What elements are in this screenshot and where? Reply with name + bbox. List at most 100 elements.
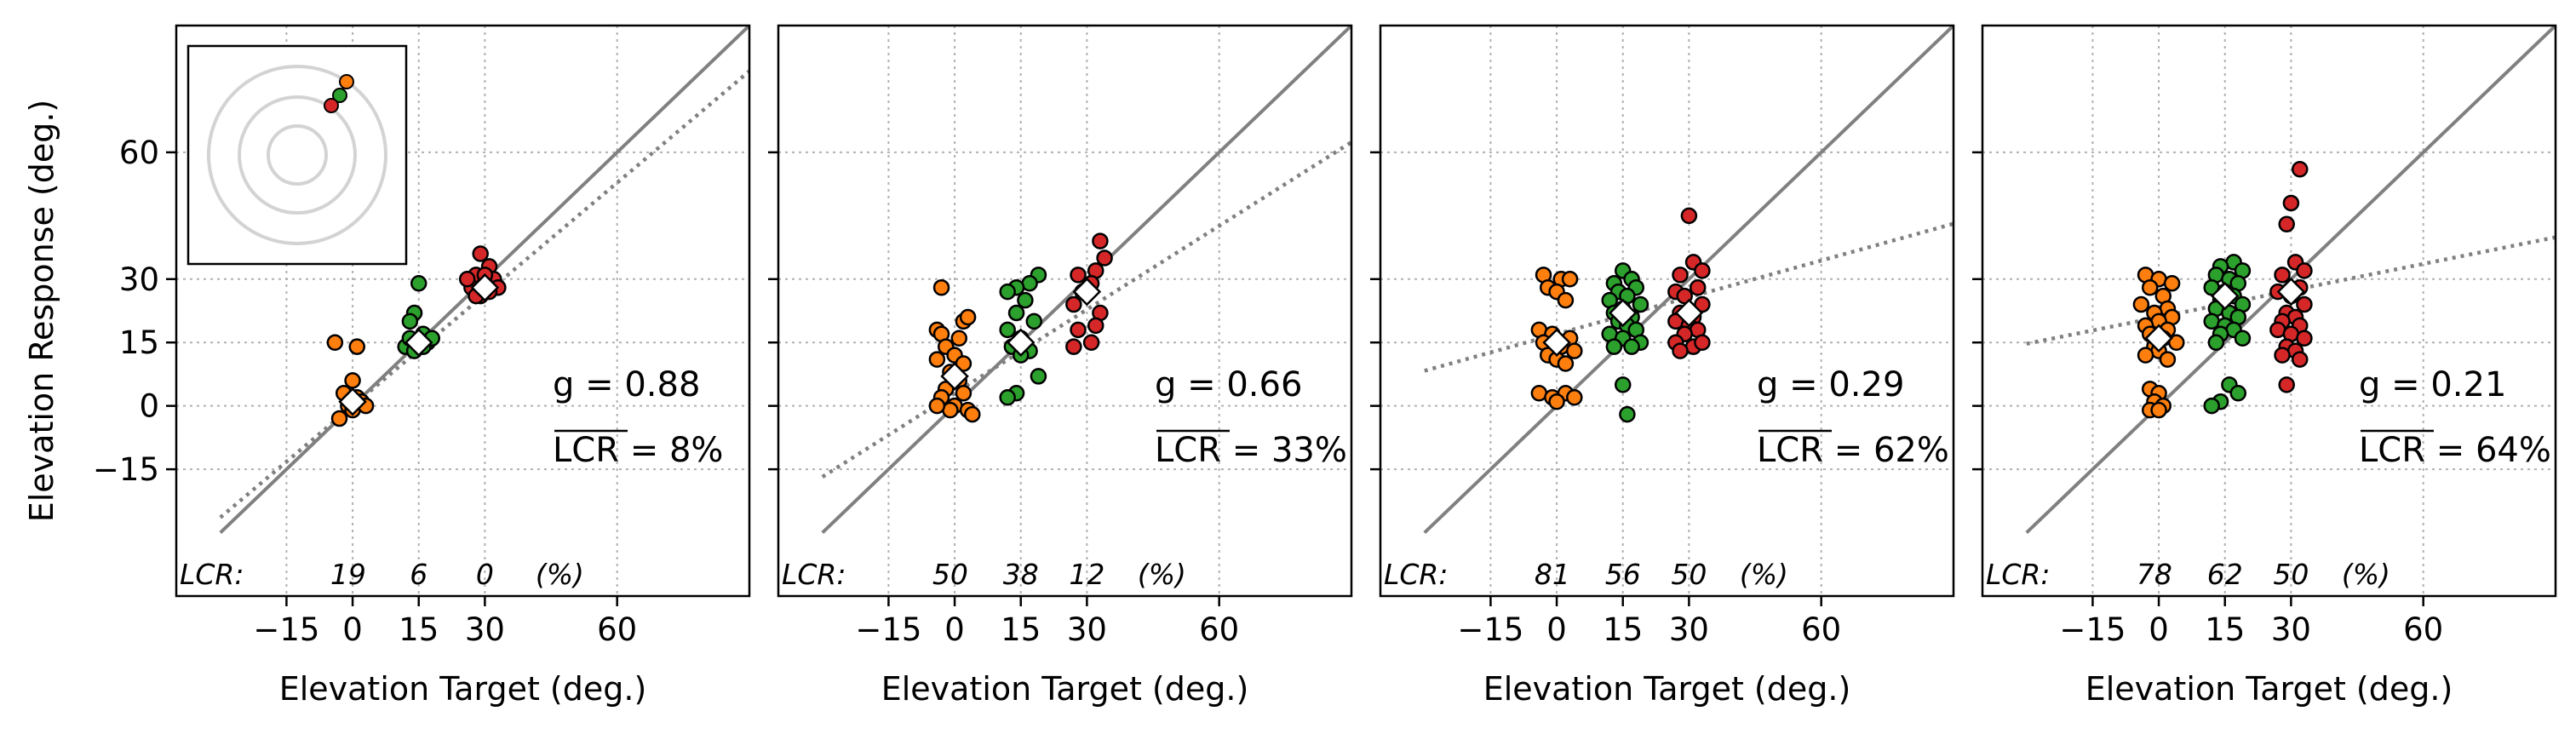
data-point (401, 313, 419, 330)
data-point (1007, 304, 1025, 322)
x-tick-label: 30 (2271, 611, 2311, 648)
axes-frame (1981, 24, 2557, 598)
data-point (950, 330, 968, 347)
data-point (1557, 355, 1575, 372)
axes-frame (1379, 24, 1955, 598)
inset-point (339, 74, 354, 89)
x-axis-label: Elevation Target (deg.) (1483, 670, 1851, 708)
data-point (1566, 388, 1583, 406)
mean-lcr-label: LCR = 62% (1757, 431, 1949, 470)
gain-label: g = 0.21 (2359, 365, 2506, 404)
data-point (2291, 160, 2309, 178)
lcr-value: 50 (2273, 558, 2309, 591)
lcr-value: 50 (1671, 558, 1707, 591)
data-point (1070, 267, 1087, 284)
mean-marker (1006, 328, 1036, 357)
data-point (959, 308, 977, 326)
data-point (1025, 313, 1043, 330)
data-point (1619, 405, 1636, 423)
plot-area (2025, 26, 2556, 534)
data-point (955, 385, 972, 402)
x-tick-label: −15 (2059, 611, 2126, 648)
mean-marker (338, 387, 367, 416)
x-tick-label: 60 (1199, 611, 1239, 648)
x-tick-label: 15 (1603, 611, 1643, 648)
x-tick-label: 15 (2205, 611, 2245, 648)
data-point (458, 271, 476, 288)
x-axis-label: Elevation Target (deg.) (2085, 670, 2453, 708)
data-point (2278, 215, 2295, 233)
data-point (1623, 338, 1640, 355)
lcr-unit: (%) (1740, 558, 1788, 591)
panel-4: −15 0 15 30 60 Elevation Target (deg.) LCR: 78 6… (1972, 24, 2557, 708)
x-tick-label: −15 (855, 611, 921, 648)
data-point (472, 245, 489, 262)
lcr-prefix: LCR: (1986, 558, 2050, 591)
data-point (1030, 368, 1047, 385)
data-point (2141, 278, 2159, 296)
x-tick-label: 60 (597, 611, 637, 648)
data-point (2137, 347, 2154, 364)
y-tick-label: 30 (119, 261, 159, 298)
mean-marker (940, 362, 969, 391)
data-point (1017, 291, 1034, 309)
data-point (330, 410, 348, 427)
inset-point (324, 98, 339, 113)
plot-area (821, 26, 1351, 534)
data-point (344, 372, 361, 389)
data-point (1614, 376, 1632, 393)
lcr-value: 19 (330, 558, 366, 591)
data-point (1632, 295, 1649, 313)
lcr-unit: (%) (536, 558, 584, 591)
data-point (1680, 207, 1698, 225)
data-point (999, 283, 1016, 301)
lcr-value: 62 (2207, 558, 2243, 591)
data-point (2274, 267, 2291, 284)
data-point (999, 388, 1016, 406)
lcr-value: 0 (476, 558, 494, 591)
mean-marker (1542, 328, 1571, 357)
lcr-unit: (%) (1138, 558, 1186, 591)
data-point (1672, 267, 1689, 284)
mean-marker (404, 328, 433, 357)
data-point (2296, 262, 2313, 279)
data-point (1694, 295, 1711, 313)
lcr-prefix: LCR: (1384, 558, 1448, 591)
x-tick-label: 15 (1001, 611, 1041, 648)
data-point (2274, 347, 2291, 364)
data-point (1561, 271, 1579, 288)
data-point (1065, 338, 1082, 355)
mean-marker (1674, 298, 1704, 328)
x-tick-label: 30 (1067, 611, 1107, 648)
lcr-prefix: LCR: (782, 558, 846, 591)
x-tick-label: 0 (1546, 611, 1567, 648)
gain-label: g = 0.66 (1155, 365, 1302, 404)
data-point (1694, 262, 1711, 279)
lcr-value: 50 (932, 558, 968, 591)
data-point (348, 338, 366, 355)
x-tick-label: 60 (2403, 611, 2443, 648)
data-point (1672, 342, 1689, 359)
axes-frame (175, 24, 751, 598)
identity-line (1423, 26, 1954, 534)
x-tick-label: −15 (1457, 611, 1523, 648)
data-point (1082, 334, 1100, 351)
data-point (1689, 278, 1707, 296)
plot-area (219, 26, 749, 534)
y-axis-label: Elevation Response (deg.) (23, 100, 60, 523)
data-point (2207, 334, 2225, 351)
data-point (1605, 338, 1623, 355)
data-point (326, 334, 344, 351)
x-axis-label: Elevation Target (deg.) (881, 670, 1249, 708)
data-point (1566, 342, 1583, 359)
mean-marker (1072, 277, 1102, 307)
x-tick-label: 15 (399, 611, 439, 648)
lcr-value: 38 (1003, 558, 1039, 591)
data-point (2234, 330, 2252, 347)
lcr-unit: (%) (2342, 558, 2390, 591)
x-tick-label: 0 (944, 611, 965, 648)
data-point (1096, 249, 1113, 267)
x-axis-label: Elevation Target (deg.) (279, 670, 647, 708)
lcr-value: 12 (1069, 558, 1104, 591)
